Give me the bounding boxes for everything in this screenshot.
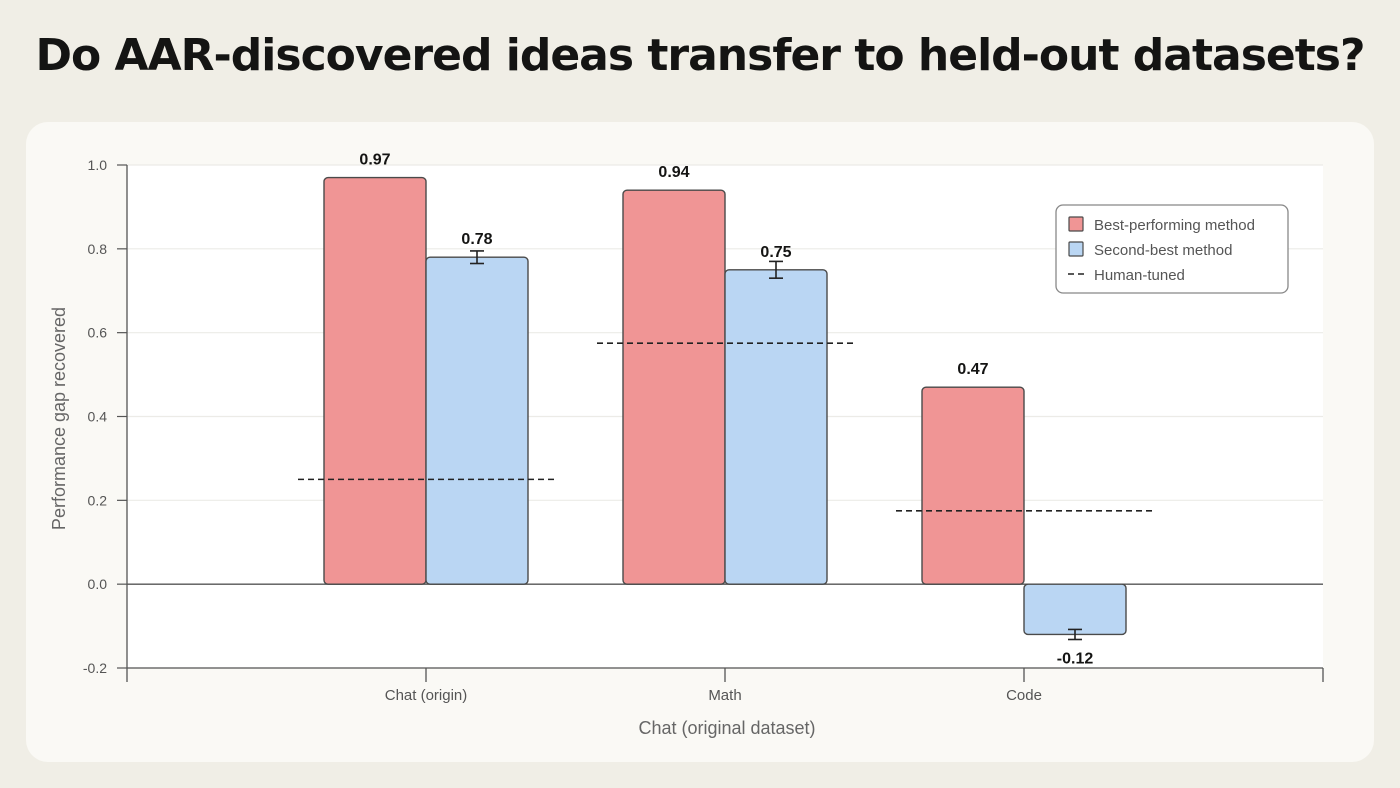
value-label-second: -0.12	[1057, 650, 1094, 667]
legend-label: Best-performing method	[1094, 217, 1255, 234]
y-tick-label: 0.0	[88, 576, 108, 592]
x-axis-title: Chat (original dataset)	[638, 718, 815, 738]
bar-best	[622, 189, 726, 585]
legend-swatch	[1068, 241, 1084, 257]
y-tick-label: -0.2	[83, 660, 107, 676]
y-tick-label: 0.4	[88, 409, 108, 425]
x-tick-label: Chat (origin)	[385, 687, 468, 704]
value-label-second: 0.78	[461, 231, 492, 248]
x-tick-label: Code	[1006, 687, 1042, 704]
legend-label: Second-best method	[1094, 242, 1232, 259]
chart-card: -0.2 0.0 0.2 0.4 0.6 0.8 1.0 Chat (origin) Math C…	[26, 122, 1374, 762]
bar-chart: -0.2 0.0 0.2 0.4 0.6 0.8 1.0 Chat (origin) Math C…	[49, 152, 1324, 738]
y-axis-title: Performance gap recovered	[49, 307, 69, 530]
y-tick-label: 1.0	[88, 157, 108, 173]
legend-swatch	[1068, 216, 1084, 232]
page-title: Do AAR-discovered ideas transfer to held…	[35, 30, 1365, 81]
y-tick-label: 0.8	[88, 241, 108, 257]
value-label-best: 0.47	[957, 361, 988, 378]
value-label-best: 0.97	[359, 152, 390, 169]
bar-second	[724, 269, 828, 585]
bar-second	[1023, 583, 1127, 636]
bar-best	[921, 386, 1025, 585]
legend-box	[1055, 204, 1289, 294]
legend-label: Human-tuned	[1094, 267, 1185, 284]
y-tick-label: 0.6	[88, 325, 108, 341]
x-tick-label: Math	[708, 687, 741, 704]
bar-best	[323, 176, 427, 585]
value-label-second: 0.75	[760, 244, 791, 261]
value-label-best: 0.94	[658, 164, 689, 181]
bar-second	[425, 256, 529, 585]
y-tick-label: 0.2	[88, 492, 108, 508]
